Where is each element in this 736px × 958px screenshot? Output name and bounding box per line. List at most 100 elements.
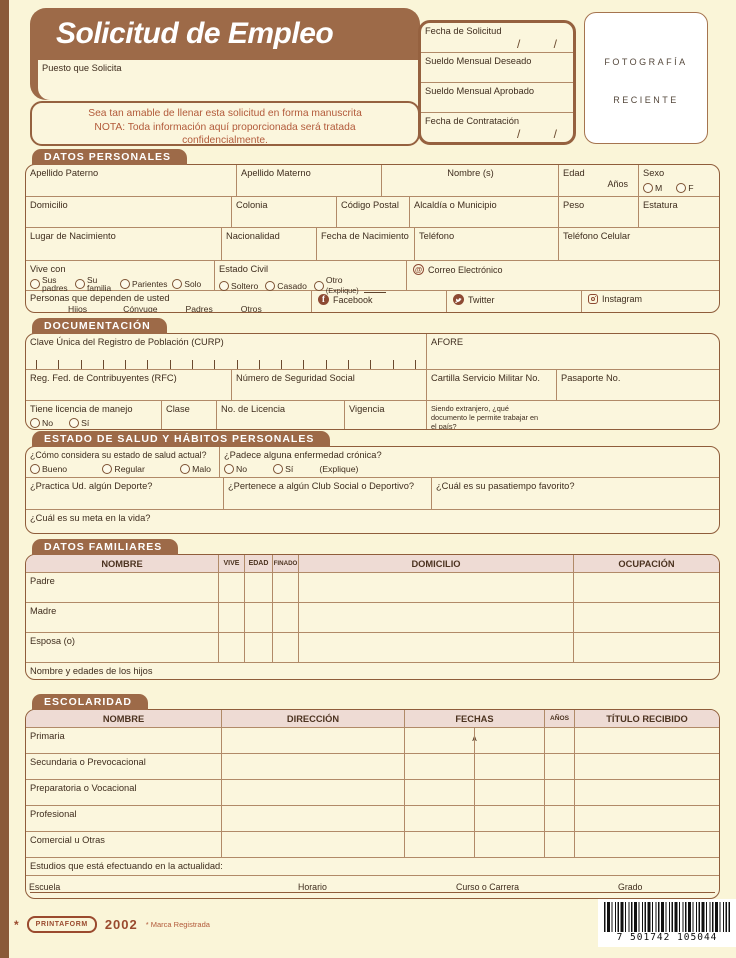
- field-nombres[interactable]: Nombre (s): [381, 165, 558, 196]
- cell-vive[interactable]: [218, 573, 244, 602]
- cell-escuela-primaria[interactable]: Primaria: [26, 728, 221, 753]
- cell-fecha-de[interactable]: [404, 754, 474, 779]
- field-estudios-actualidad[interactable]: Estudios que está efectuando en la actua…: [26, 858, 719, 875]
- cell-fecha-de[interactable]: [404, 728, 474, 753]
- cell-nombre-esposa[interactable]: Esposa (o): [26, 633, 218, 662]
- cell-direccion[interactable]: [221, 806, 404, 831]
- cell-vive[interactable]: [218, 633, 244, 662]
- field-deporte[interactable]: ¿Practica Ud. algún Deporte?: [26, 478, 223, 509]
- cell-fecha-de[interactable]: [404, 780, 474, 805]
- write-blank-hijos[interactable]: [35, 305, 65, 312]
- field-pasaporte[interactable]: Pasaporte No.: [556, 370, 719, 400]
- field-nss[interactable]: Número de Seguridad Social: [231, 370, 426, 400]
- field-extranjero[interactable]: Siendo extranjero, ¿qué documento le per…: [426, 401, 719, 429]
- cell-fecha-de[interactable]: [404, 806, 474, 831]
- cell-anios[interactable]: [544, 728, 574, 753]
- radio-sexo-m[interactable]: [643, 183, 653, 193]
- cell-escuela-secundaria[interactable]: Secundaria o Prevocacional: [26, 754, 221, 779]
- radio-sexo-f[interactable]: [676, 183, 687, 193]
- cell-direccion[interactable]: [221, 780, 404, 805]
- cell-nombre-edades-hijos[interactable]: Nombre y edades de los hijos: [26, 663, 719, 679]
- write-blank-padres[interactable]: [161, 305, 183, 312]
- cell-fecha-a[interactable]: [474, 780, 544, 805]
- cell-anios[interactable]: [544, 806, 574, 831]
- write-blank-conyuge[interactable]: [90, 305, 120, 312]
- cell-finado[interactable]: [272, 573, 298, 602]
- cell-anios[interactable]: [544, 780, 574, 805]
- cell-ocupacion[interactable]: [573, 573, 719, 602]
- radio-vive-solo[interactable]: [172, 279, 183, 290]
- cell-titulo[interactable]: [574, 728, 719, 753]
- radio-enfermedad-no[interactable]: [224, 464, 234, 474]
- field-club[interactable]: ¿Pertenece a algún Club Social o Deporti…: [223, 478, 431, 509]
- field-meta-vida[interactable]: ¿Cuál es su meta en la vida?: [26, 510, 719, 533]
- cell-fecha-a[interactable]: [474, 728, 544, 753]
- field-edad[interactable]: Edad Años: [558, 165, 638, 196]
- cell-fecha-de[interactable]: [404, 832, 474, 857]
- cell-domicilio[interactable]: [298, 633, 573, 662]
- radio-salud-bueno[interactable]: [30, 464, 40, 474]
- radio-vive-parientes[interactable]: [120, 279, 130, 290]
- field-twitter[interactable]: Twitter: [446, 291, 581, 312]
- cell-domicilio[interactable]: [298, 603, 573, 632]
- sueldo-deseado-field[interactable]: Sueldo Mensual Deseado: [421, 52, 573, 82]
- field-no-licencia[interactable]: No. de Licencia: [216, 401, 344, 429]
- cell-finado[interactable]: [272, 633, 298, 662]
- cell-titulo[interactable]: [574, 780, 719, 805]
- field-lugar-nacimiento[interactable]: Lugar de Nacimiento: [26, 228, 221, 260]
- cell-nombre-madre[interactable]: Madre: [26, 603, 218, 632]
- cell-edad[interactable]: [244, 633, 272, 662]
- field-fecha-nacimiento[interactable]: Fecha de Nacimiento: [316, 228, 414, 260]
- field-curp[interactable]: Clave Única del Registro de Población (C…: [26, 334, 426, 369]
- radio-licencia-no[interactable]: [30, 418, 40, 428]
- sueldo-aprobado-field[interactable]: Sueldo Mensual Aprobado: [421, 82, 573, 112]
- cell-direccion[interactable]: [221, 728, 404, 753]
- radio-salud-regular[interactable]: [102, 464, 113, 474]
- field-peso[interactable]: Peso: [558, 197, 638, 227]
- cell-fecha-a[interactable]: [474, 832, 544, 857]
- cell-edad[interactable]: [244, 603, 272, 632]
- field-apellido-materno[interactable]: Apellido Materno: [236, 165, 381, 196]
- radio-vive-su-familia[interactable]: [75, 279, 85, 290]
- field-clase[interactable]: Clase: [161, 401, 216, 429]
- cell-finado[interactable]: [272, 603, 298, 632]
- write-blank-otros[interactable]: [216, 305, 238, 312]
- field-domicilio[interactable]: Domicilio: [26, 197, 231, 227]
- cell-escuela-profesional[interactable]: Profesional: [26, 806, 221, 831]
- radio-otro[interactable]: [313, 280, 324, 291]
- cell-fecha-a[interactable]: [474, 754, 544, 779]
- field-alcaldia[interactable]: Alcaldía o Municipio: [409, 197, 558, 227]
- field-codigo-postal[interactable]: Código Postal: [336, 197, 409, 227]
- field-telefono[interactable]: Teléfono: [414, 228, 558, 260]
- cell-vive[interactable]: [218, 603, 244, 632]
- cell-direccion[interactable]: [221, 832, 404, 857]
- field-pasatiempo[interactable]: ¿Cuál es su pasatiempo favorito?: [431, 478, 719, 509]
- cell-nombre-padre[interactable]: Padre: [26, 573, 218, 602]
- field-telefono-celular[interactable]: Teléfono Celular: [558, 228, 719, 260]
- field-colonia[interactable]: Colonia: [231, 197, 336, 227]
- cell-escuela-preparatoria[interactable]: Preparatoria o Vocacional: [26, 780, 221, 805]
- cell-titulo[interactable]: [574, 806, 719, 831]
- radio-salud-malo[interactable]: [180, 464, 191, 474]
- field-vigencia[interactable]: Vigencia: [344, 401, 426, 429]
- cell-escuela-comercial[interactable]: Comercial u Otras: [26, 832, 221, 857]
- radio-casado[interactable]: [265, 280, 276, 291]
- cell-domicilio[interactable]: [298, 573, 573, 602]
- field-facebook[interactable]: f Facebook: [311, 291, 446, 312]
- field-apellido-paterno[interactable]: Apellido Paterno: [26, 165, 236, 196]
- row-escuela-horario[interactable]: Escuela Horario Curso o Carrera Grado: [26, 875, 719, 898]
- radio-licencia-si[interactable]: [69, 418, 80, 428]
- field-nacionalidad[interactable]: Nacionalidad: [221, 228, 316, 260]
- radio-vive-sus-padres[interactable]: [30, 279, 40, 290]
- fecha-solicitud-field[interactable]: Fecha de Solicitud / /: [421, 23, 573, 52]
- cell-titulo[interactable]: [574, 754, 719, 779]
- fecha-contratacion-field[interactable]: Fecha de Contratación / /: [421, 112, 573, 142]
- radio-enfermedad-si[interactable]: [273, 464, 284, 474]
- cell-ocupacion[interactable]: [573, 633, 719, 662]
- cell-fecha-a[interactable]: [474, 806, 544, 831]
- cell-direccion[interactable]: [221, 754, 404, 779]
- cell-anios[interactable]: [544, 832, 574, 857]
- puesto-que-solicita-field[interactable]: Puesto que Solicita: [38, 60, 420, 100]
- field-rfc[interactable]: Reg. Fed. de Contribuyentes (RFC): [26, 370, 231, 400]
- cell-titulo[interactable]: [574, 832, 719, 857]
